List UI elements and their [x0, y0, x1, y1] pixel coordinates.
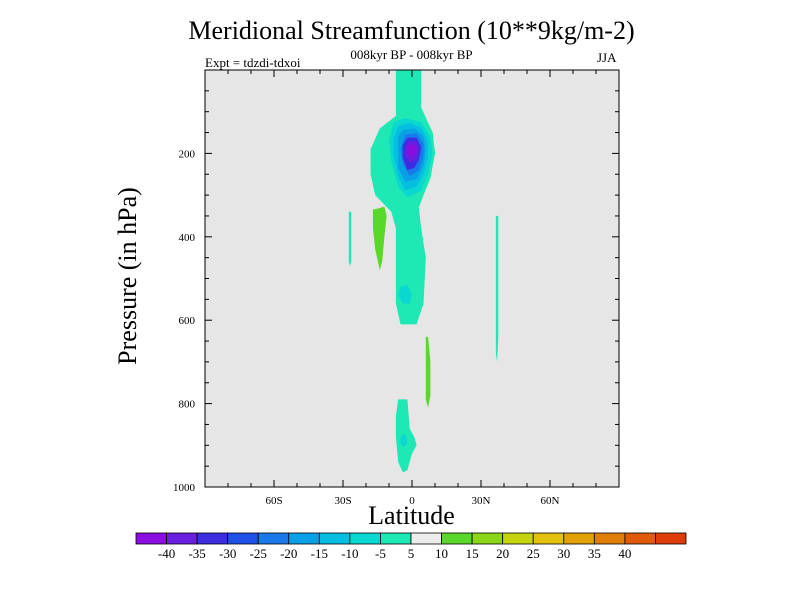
- colorbar-label: -35: [188, 546, 205, 561]
- y-tick-label: 1000: [173, 482, 196, 494]
- x-tick-label: 0: [409, 495, 415, 507]
- y-tick-label: 200: [179, 148, 196, 160]
- x-tick-label: 60N: [541, 495, 560, 507]
- y-tick-label: 400: [179, 232, 196, 244]
- colorbar-box: [288, 532, 320, 545]
- x-tick-label: 30S: [334, 495, 351, 507]
- contour-region-10: [400, 433, 408, 448]
- y-tick-label: 800: [179, 399, 196, 411]
- colorbar-label: -5: [375, 546, 386, 561]
- colorbar-label: -30: [219, 546, 236, 561]
- colorbar-box: [502, 532, 534, 545]
- contour-region-13: [425, 336, 431, 408]
- colorbar-label: 25: [527, 546, 540, 561]
- contour-region-8: [398, 284, 412, 304]
- colorbar-label: -25: [250, 546, 267, 561]
- contour-region-14: [495, 215, 499, 362]
- chart-title: Meridional Streamfunction (10**9kg/m-2): [188, 16, 635, 45]
- colorbar-label: -15: [311, 546, 328, 561]
- contour-regions: [348, 70, 499, 473]
- colorbar-box: [532, 532, 565, 545]
- colorbar-label: -10: [341, 546, 358, 561]
- x-axis-label: Latitude: [368, 501, 455, 530]
- plot-axes: 200 400 600 800 1000 60S 30S 0 30N 60N: [173, 69, 620, 507]
- colorbar-box: [380, 532, 412, 545]
- season-label: JJA: [597, 50, 617, 65]
- x-tick-label: 60S: [265, 495, 282, 507]
- colorbar-label: 20: [496, 546, 509, 561]
- colorbar-box: [655, 532, 687, 545]
- colorbar-label: 30: [557, 546, 570, 561]
- colorbar-box: [624, 532, 656, 545]
- y-tick-label: 600: [179, 315, 196, 327]
- contour-region-9: [395, 399, 417, 473]
- colorbar-box: [318, 532, 351, 545]
- colorbar-label: 40: [618, 546, 631, 561]
- colorbar-box: [257, 532, 290, 545]
- x-tick-label: 30N: [472, 495, 491, 507]
- colorbar-box: [349, 532, 381, 545]
- contour-region-7: [407, 144, 417, 158]
- colorbar-label: -20: [280, 546, 297, 561]
- colorbar-box: [166, 532, 198, 545]
- colorbar: -40 -35 -30 -25 -20 -15 -10 -5 5 10 15 20 25 30 35 40: [135, 532, 687, 561]
- colorbar-box: [441, 532, 473, 545]
- experiment-label: Expt = tdzdi-tdxoi: [205, 55, 301, 70]
- contour-region-11: [348, 211, 352, 266]
- contour-region-12: [372, 206, 387, 271]
- colorbar-label: 15: [466, 546, 479, 561]
- colorbar-label: 35: [588, 546, 601, 561]
- colorbar-box: [563, 532, 595, 545]
- colorbar-box: [410, 532, 442, 545]
- colorbar-label: -40: [158, 546, 175, 561]
- colorbar-box: [135, 532, 167, 545]
- colorbar-box: [593, 532, 626, 545]
- chart-subtitle: 008kyr BP - 008kyr BP: [350, 47, 473, 62]
- colorbar-label: 5: [408, 546, 415, 561]
- colorbar-box: [227, 532, 259, 545]
- colorbar-label: 10: [435, 546, 448, 561]
- colorbar-box: [196, 532, 229, 545]
- colorbar-box: [471, 532, 504, 545]
